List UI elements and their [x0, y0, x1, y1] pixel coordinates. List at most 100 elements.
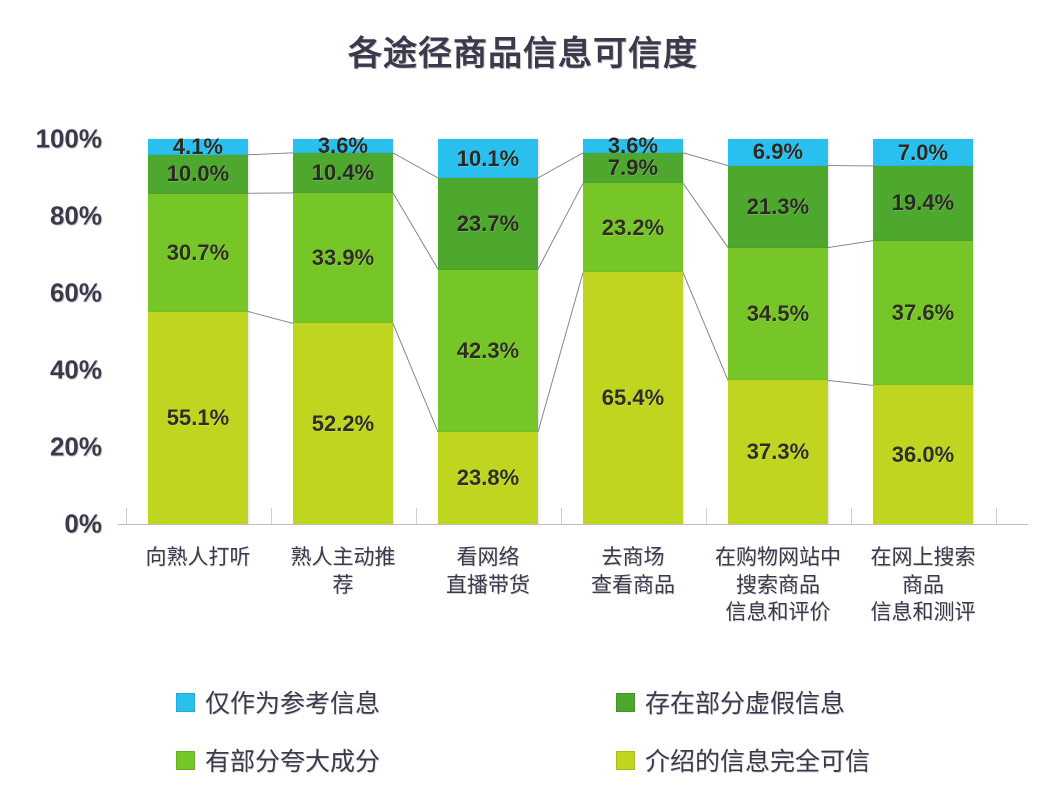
- chart-legend: 仅作为参考信息 存在部分虚假信息有部分夸大成分 介绍的信息完全可信: [176, 684, 916, 778]
- bar-segment-value-label: 3.6%: [607, 132, 659, 158]
- bar-segment-value-label: 10.4%: [311, 159, 375, 185]
- legend-label: 存在部分虚假信息: [645, 690, 846, 718]
- bar-segment[interactable]: 65.4%: [583, 272, 683, 524]
- bar-segment[interactable]: 6.9%: [728, 139, 828, 166]
- bar-segment-value-label: 10.1%: [456, 145, 520, 171]
- x-axis-category-label: 在购物网站中 搜索商品信息和评价: [703, 544, 853, 627]
- bar-segment[interactable]: 37.3%: [728, 380, 828, 524]
- bar-segment-value-label: 7.0%: [897, 139, 949, 165]
- category-label-line: 去商场: [601, 546, 665, 569]
- bar-segment-value-label: 21.3%: [746, 193, 810, 219]
- stacked-bar[interactable]: 6.9% 21.3% 34.5% 37.3%: [728, 139, 828, 524]
- y-axis-tick-label: 40%: [49, 354, 102, 385]
- y-axis-tick-label: 100%: [35, 123, 103, 154]
- bar-segment-value-label: 6.9%: [752, 139, 804, 165]
- category-label-line: 看网络: [456, 546, 520, 569]
- category-label-line: 查看商品: [591, 573, 675, 597]
- bar-segment-value-label: 23.8%: [456, 465, 520, 491]
- bar-segment[interactable]: 52.2%: [293, 323, 393, 524]
- x-axis-tick: [271, 508, 272, 524]
- legend-item[interactable]: 存在部分虚假信息: [616, 684, 916, 720]
- bar-segment-value-label: 52.2%: [311, 410, 375, 436]
- plot-area: 4.1% 10.0% 30.7% 55.1% 3.6% 10.4% 33.9% 52.2% 10…: [118, 134, 1028, 524]
- bar-segment-value-label: 4.1%: [172, 134, 224, 160]
- stacked-bar[interactable]: 7.0% 19.4% 37.6% 36.0%: [873, 139, 973, 524]
- bar-segment-value-label: 36.0%: [891, 441, 955, 467]
- bar-segment[interactable]: 3.6%: [583, 134, 683, 156]
- legend-item[interactable]: 仅作为参考信息: [176, 684, 616, 720]
- bar-segment[interactable]: 7.9%: [583, 152, 683, 184]
- x-axis-category-label: 去商场 查看商品: [558, 544, 708, 599]
- stacked-bar[interactable]: 3.6% 7.9% 23.2% 65.4%: [583, 134, 683, 524]
- legend-item[interactable]: 有部分夸大成分: [176, 742, 616, 778]
- x-axis-line: [118, 524, 1028, 525]
- bar-segment[interactable]: 10.4%: [293, 152, 393, 193]
- y-axis-tick-label: 20%: [49, 431, 102, 462]
- x-axis-tick: [851, 508, 852, 524]
- legend-label: 仅作为参考信息: [205, 690, 381, 718]
- legend-item[interactable]: 介绍的信息完全可信: [616, 742, 916, 778]
- bar-segment[interactable]: 19.4%: [873, 165, 973, 241]
- bar-segment-value-label: 37.3%: [746, 439, 810, 465]
- bar-segment[interactable]: 10.0%: [148, 155, 248, 194]
- bar-segment[interactable]: 3.6%: [293, 134, 393, 156]
- bar-segment-value-label: 19.4%: [891, 190, 955, 216]
- bar-segment[interactable]: 33.9%: [293, 192, 393, 324]
- category-label-line: 在网上搜索: [870, 546, 976, 569]
- y-axis-tick-label: 80%: [49, 200, 102, 231]
- bar-segment-value-label: 37.6%: [891, 300, 955, 326]
- y-axis: 0% 20% 40% 60% 80% 100%: [0, 124, 112, 539]
- bar-segment[interactable]: 23.2%: [583, 183, 683, 273]
- category-label-line: 直播带货: [446, 573, 530, 597]
- legend-color-swatch: [176, 692, 195, 712]
- category-label-line: 信息和测评: [870, 601, 976, 625]
- bar-segment-value-label: 65.4%: [601, 385, 665, 411]
- bar-segment-value-label: 55.1%: [166, 404, 230, 430]
- bar-segment-value-label: 33.9%: [311, 245, 375, 271]
- legend-label: 有部分夸大成分: [205, 748, 381, 776]
- bar-segment-value-label: 23.7%: [456, 210, 520, 236]
- bar-segment[interactable]: 23.7%: [438, 178, 538, 270]
- bar-segment[interactable]: 21.3%: [728, 165, 828, 248]
- bar-segment[interactable]: 4.1%: [148, 134, 248, 160]
- legend-color-swatch: [616, 750, 635, 770]
- bar-segment[interactable]: 42.3%: [438, 269, 538, 433]
- bar-segment[interactable]: 10.1%: [438, 139, 538, 179]
- bar-segment[interactable]: 23.8%: [438, 432, 538, 524]
- x-axis-tick: [416, 508, 417, 524]
- x-axis-tick: [996, 508, 997, 524]
- bar-segment[interactable]: 34.5%: [728, 247, 828, 381]
- bar-segment-value-label: 3.6%: [317, 132, 369, 158]
- category-label-line: 熟人主动推: [290, 546, 396, 569]
- bar-segment[interactable]: 30.7%: [148, 193, 248, 312]
- bar-segment-value-label: 7.9%: [607, 155, 659, 181]
- y-axis-tick-label: 0%: [64, 508, 102, 539]
- bar-segment[interactable]: 36.0%: [873, 385, 973, 524]
- bar-segment-value-label: 10.0%: [166, 161, 230, 187]
- stacked-bar[interactable]: 4.1% 10.0% 30.7% 55.1%: [148, 134, 248, 524]
- legend-label: 介绍的信息完全可信: [645, 748, 871, 776]
- category-label-line: 搜索商品: [736, 573, 820, 597]
- stacked-bar[interactable]: 3.6% 10.4% 33.9% 52.2%: [293, 134, 393, 524]
- category-label-line: 商品: [902, 573, 944, 597]
- bar-segment-value-label: 34.5%: [746, 301, 810, 326]
- category-label-line: 在购物网站中: [715, 546, 841, 569]
- legend-color-swatch: [616, 692, 635, 712]
- x-axis-category-label: 向熟人打听: [123, 544, 273, 572]
- bar-segment[interactable]: 37.6%: [873, 240, 973, 386]
- x-axis-tick: [561, 508, 562, 524]
- x-axis-tick: [706, 508, 707, 524]
- y-axis-tick-label: 60%: [49, 277, 102, 308]
- bar-segment[interactable]: 55.1%: [148, 311, 248, 524]
- x-axis-category-label: 熟人主动推荐: [268, 544, 418, 599]
- category-label-line: 信息和评价: [725, 601, 831, 625]
- x-axis-category-label: 在网上搜索商品信息和测评: [848, 544, 998, 627]
- x-axis-category-label: 看网络 直播带货: [413, 544, 563, 599]
- bar-segment[interactable]: 7.0%: [873, 139, 973, 166]
- category-label-line: 向熟人打听: [145, 546, 251, 569]
- bar-segment-value-label: 30.7%: [166, 239, 230, 265]
- bar-segment-value-label: 23.2%: [601, 214, 665, 240]
- category-label-line: 荐: [332, 573, 354, 597]
- legend-color-swatch: [176, 750, 195, 770]
- stacked-bar[interactable]: 10.1% 23.7% 42.3% 23.8%: [438, 139, 538, 524]
